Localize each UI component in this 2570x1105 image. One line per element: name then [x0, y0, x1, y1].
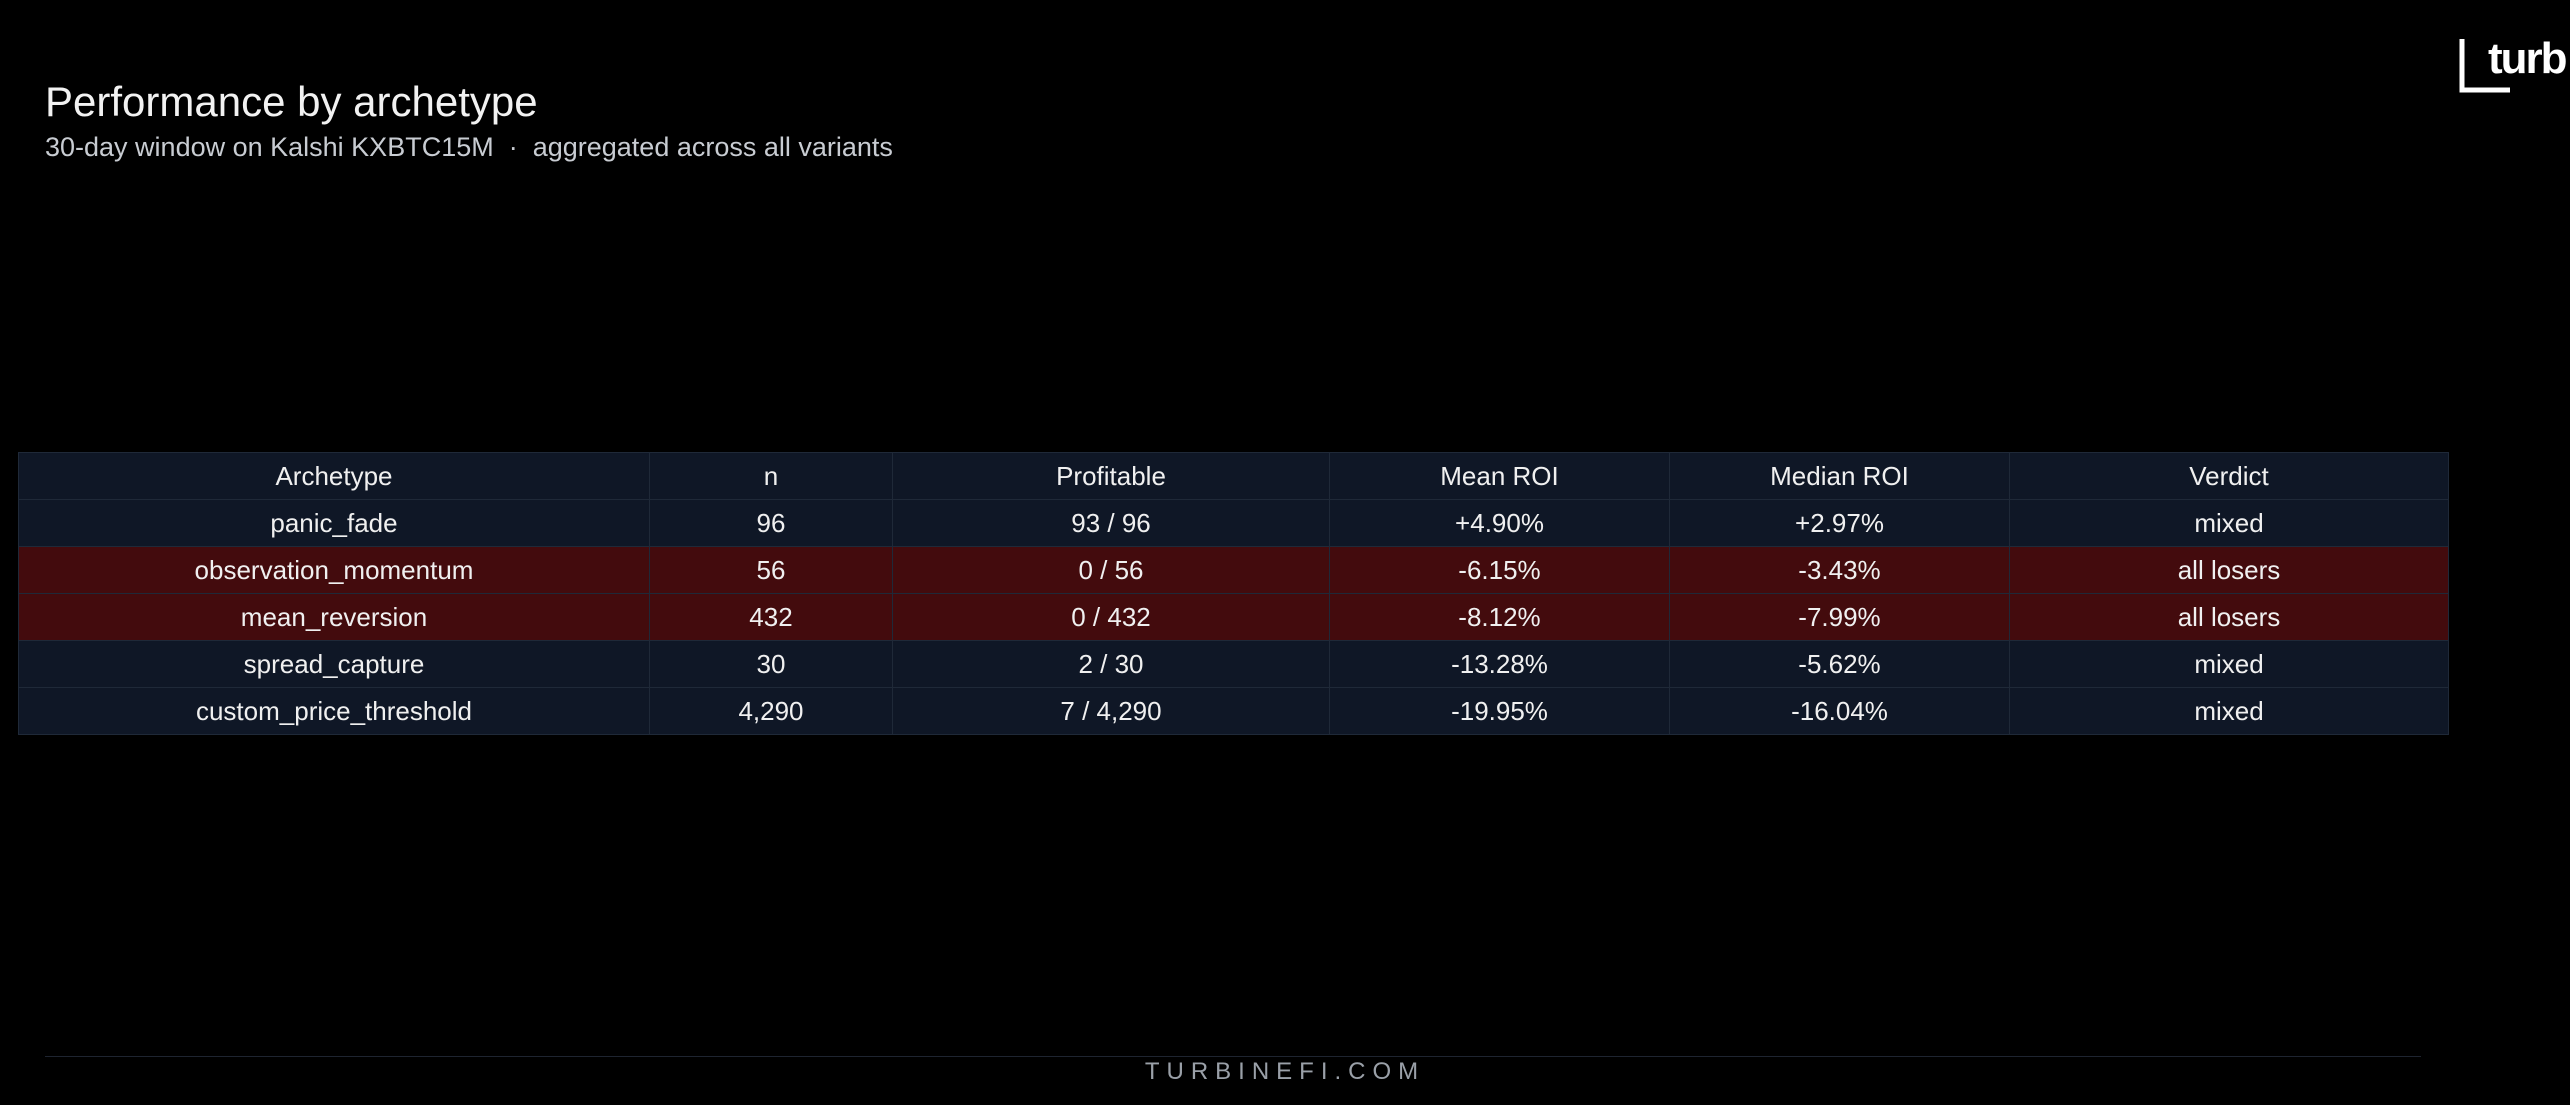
table-cell: custom_price_threshold — [18, 687, 650, 735]
column-header: Median ROI — [1669, 452, 2010, 500]
table-cell: all losers — [2009, 546, 2449, 594]
title: Performance by archetype — [45, 78, 538, 125]
table-cell: 7 / 4,290 — [892, 687, 1330, 735]
table-cell: -16.04% — [1669, 687, 2010, 735]
table-cell: 432 — [649, 593, 893, 641]
table-cell: -13.28% — [1329, 640, 1670, 688]
column-header: n — [649, 452, 893, 500]
table-cell: -5.62% — [1669, 640, 2010, 688]
table-row: mean_reversion 432 0 / 432 -8.12% -7.99% all … — [18, 593, 2449, 641]
table-cell: 4,290 — [649, 687, 893, 735]
footer: TURBINEFI.COM — [1144, 1058, 1426, 1085]
column-header: Profitable — [892, 452, 1330, 500]
table-row: observation_momentum 56 0 / 56 -6.15% -3.43%… — [18, 546, 2449, 594]
logo-text: turb — [2488, 34, 2568, 83]
column-header: Mean ROI — [1329, 452, 1670, 500]
table-cell: 96 — [649, 499, 893, 547]
table-row: spread_capture 30 2 / 30 -13.28% -5.62% mixed — [18, 640, 2449, 688]
table-cell: mixed — [2009, 687, 2449, 735]
footer-divider — [45, 1056, 2421, 1057]
column-header: Archetype — [18, 452, 650, 500]
table-cell: observation_momentum — [18, 546, 650, 594]
table-cell: 56 — [649, 546, 893, 594]
table-cell: mean_reversion — [18, 593, 650, 641]
logo: turb — [2455, 30, 2570, 100]
table-row: custom_price_threshold 4,290 7 / 4,290 -19.… — [18, 687, 2449, 735]
table-cell: -19.95% — [1329, 687, 1670, 735]
table-cell: 93 / 96 — [892, 499, 1330, 547]
subtitle: 30-day window on Kalshi KXBTC15M · aggre… — [45, 132, 893, 162]
table-cell: 0 / 432 — [892, 593, 1330, 641]
table-cell: all losers — [2009, 593, 2449, 641]
table-cell: -7.99% — [1669, 593, 2010, 641]
table-cell: +4.90% — [1329, 499, 1670, 547]
column-header: Verdict — [2009, 452, 2449, 500]
table-cell: -6.15% — [1329, 546, 1670, 594]
table-row: panic_fade 96 93 / 96 +4.90% +2.97% mixed — [18, 499, 2449, 547]
table-cell: 2 / 30 — [892, 640, 1330, 688]
table-cell: panic_fade — [18, 499, 650, 547]
table: Archetype n Profitable Mean ROI Median ROI Ve… — [18, 452, 2449, 735]
header-row: Archetype n Profitable Mean ROI Median ROI Ve… — [18, 452, 2449, 500]
table-cell: -3.43% — [1669, 546, 2010, 594]
table-cell: 30 — [649, 640, 893, 688]
table-cell: spread_capture — [18, 640, 650, 688]
table-cell: -8.12% — [1329, 593, 1670, 641]
table-cell: mixed — [2009, 640, 2449, 688]
table-cell: +2.97% — [1669, 499, 2010, 547]
table-cell: mixed — [2009, 499, 2449, 547]
logo-bracket — [2459, 39, 2510, 93]
table-cell: 0 / 56 — [892, 546, 1330, 594]
